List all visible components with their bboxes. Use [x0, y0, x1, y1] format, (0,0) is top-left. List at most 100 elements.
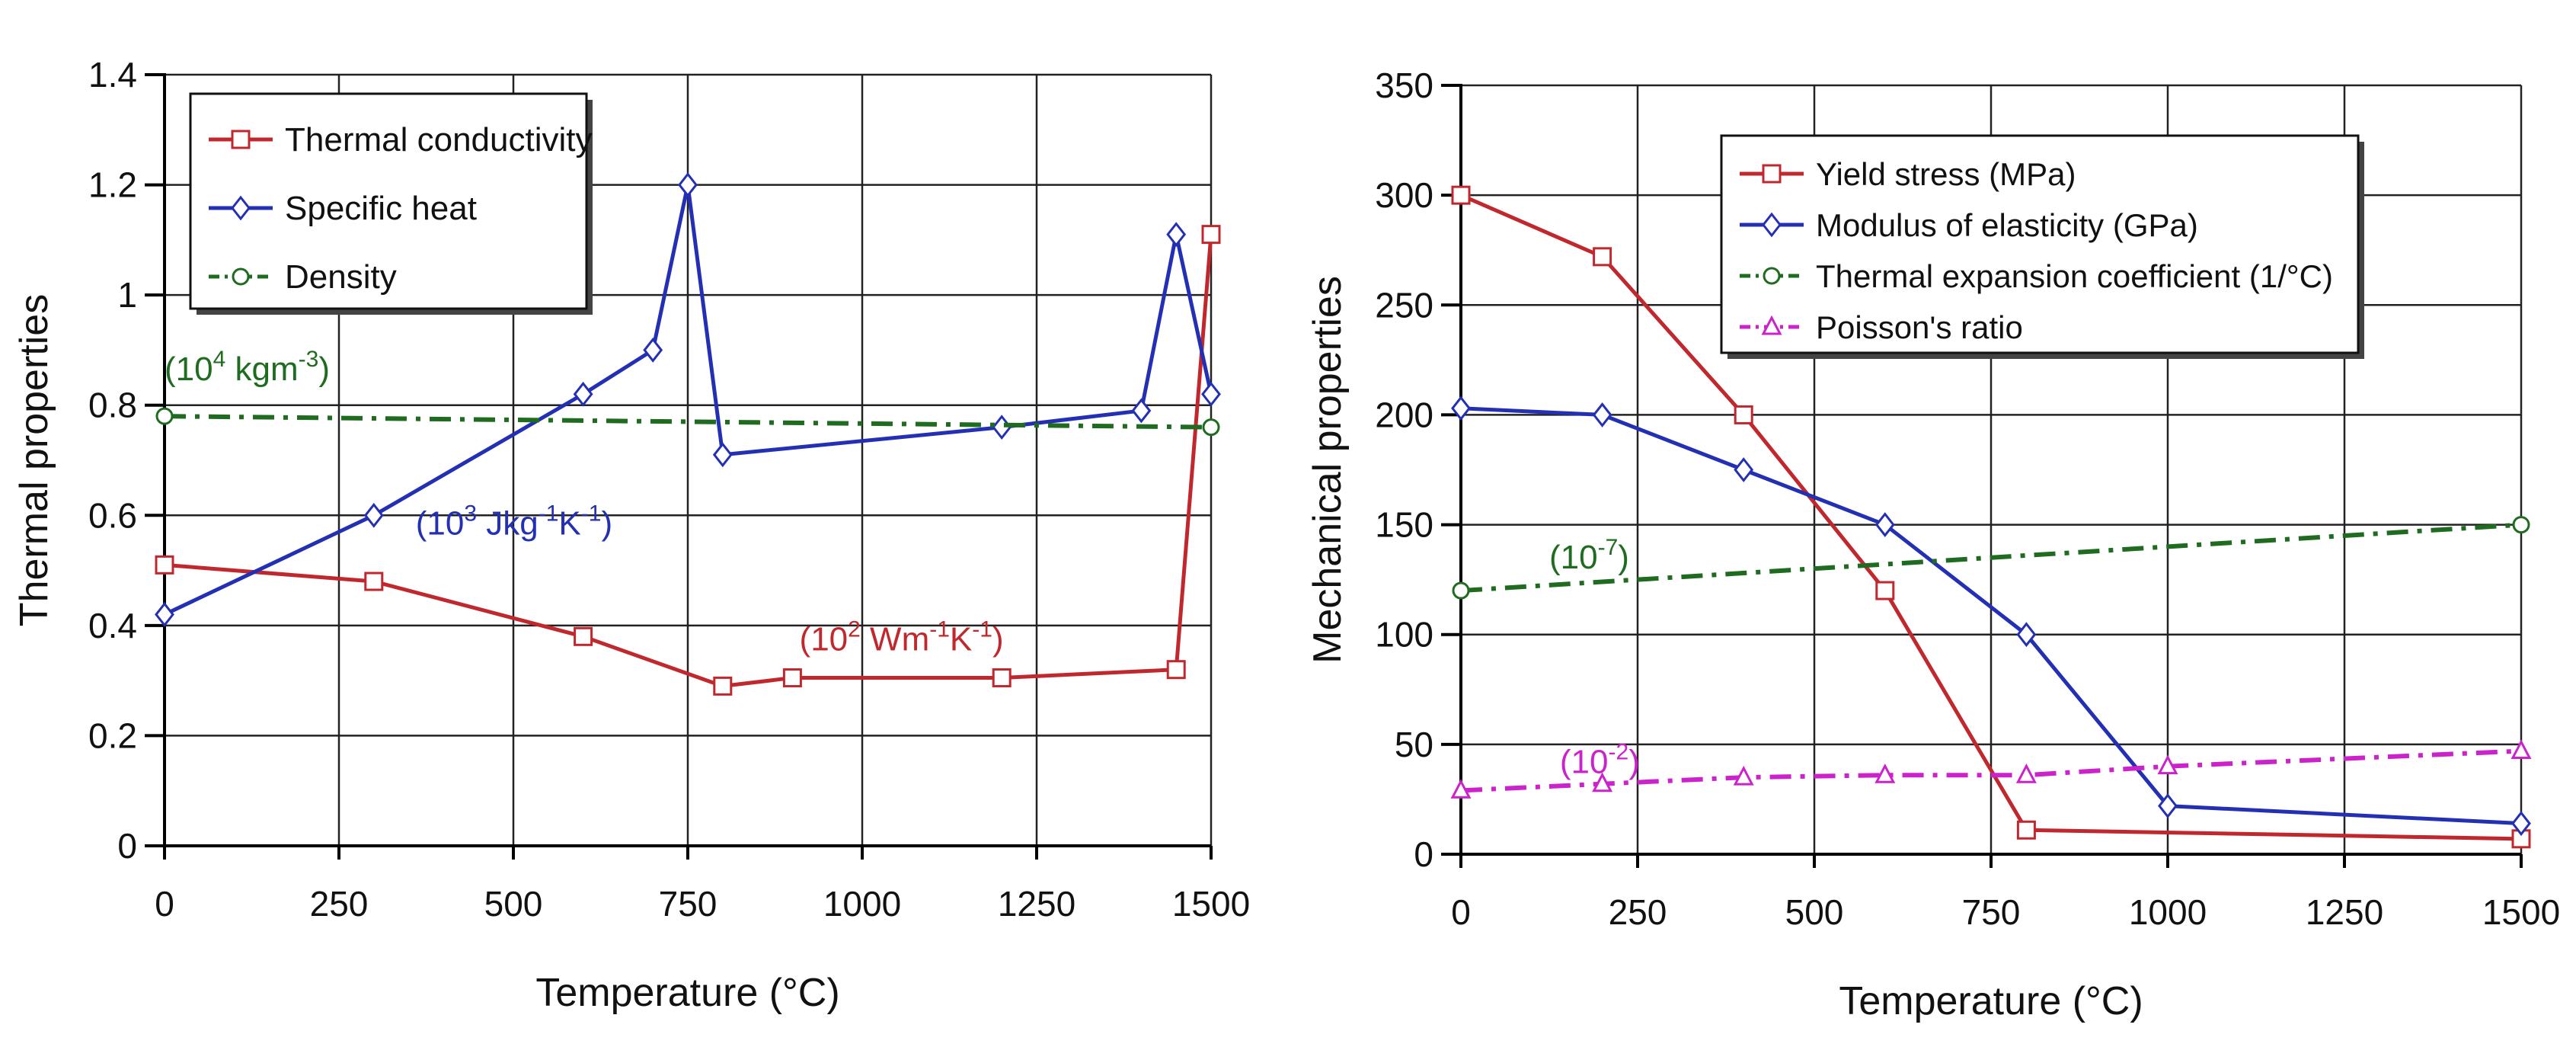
x-tick-label: 1000: [2129, 892, 2207, 932]
series-2: [1451, 395, 2531, 837]
data-point: [155, 407, 174, 425]
legend-box: [189, 92, 588, 310]
annotation-part: (10: [1549, 539, 1598, 576]
data-point: [1593, 247, 1612, 267]
data-point: [1592, 772, 1613, 792]
y-tick-label: 1.4: [88, 55, 137, 94]
x-tick-label: 500: [1785, 892, 1844, 932]
annotation-heat-unit: (103 Jkg-1K-1): [416, 501, 612, 543]
data-point: [574, 626, 593, 646]
data-point: [2016, 622, 2037, 648]
annotation-part: Wm: [861, 620, 929, 658]
series-line: [164, 414, 1212, 430]
y-axis-title: Thermal properties: [12, 294, 56, 626]
data-point: [1131, 398, 1152, 424]
legend-swatch-marker: [1761, 315, 1782, 335]
x-axis-title: Temperature (°C): [535, 971, 839, 1015]
data-point: [363, 502, 384, 528]
data-point: [155, 601, 174, 627]
legend-swatch-marker: [1762, 212, 1782, 238]
y-tick-label: 150: [1375, 505, 1433, 545]
data-point: [992, 668, 1012, 688]
annotation-part: (10: [416, 505, 465, 543]
legend-box: [1720, 134, 2360, 354]
annotation-part: Jkg: [477, 505, 539, 543]
data-point: [643, 338, 663, 363]
y-tick-label: 1: [117, 275, 137, 315]
annotation-part: ): [318, 351, 330, 388]
data-point: [1875, 581, 1895, 600]
data-point: [2511, 811, 2531, 837]
data-point: [573, 381, 593, 407]
annotation-part: -1: [929, 616, 950, 642]
legend: Thermal conductivity Specific heat Density: [189, 92, 593, 315]
data-point: [155, 555, 174, 575]
x-tick-label: 1250: [998, 884, 1075, 924]
annotation-part: 2: [848, 616, 861, 642]
legend-label: Yield stress (MPa): [1816, 156, 2076, 192]
annotation-part: (10: [1560, 743, 1609, 780]
annotation-part: (10: [800, 620, 849, 658]
annotation-part: -2: [1609, 739, 1629, 764]
y-axis-title: Mechanical properties: [1306, 276, 1350, 664]
legend-swatch-marker: [1763, 267, 1781, 285]
annotation-part: -1: [972, 616, 992, 642]
series-line: [164, 234, 1213, 688]
x-tick-label: 750: [1962, 892, 2021, 932]
x-tick-label: 0: [155, 884, 174, 924]
annotation-part: -1: [539, 501, 559, 527]
x-tick-label: 750: [659, 884, 718, 924]
x-tick-label: 250: [310, 884, 369, 924]
data-point: [1874, 763, 1896, 783]
data-point: [1166, 660, 1186, 680]
series-3: [155, 407, 1220, 437]
legend-label: Modulus of elasticity (GPa): [1816, 207, 2198, 243]
annotation-part: 4: [213, 347, 226, 372]
data-point: [2510, 739, 2532, 760]
data-point: [712, 442, 733, 468]
annotation-part: ): [1618, 539, 1629, 576]
y-tick-label: 250: [1375, 285, 1433, 325]
data-point: [1734, 405, 1753, 424]
data-point: [1734, 457, 1754, 482]
annotation-part: ): [992, 620, 1004, 658]
data-point: [1452, 581, 1470, 600]
legend-label: Poisson's ratio: [1816, 309, 2023, 345]
legend-swatch-marker: [231, 130, 251, 149]
series-3: [1452, 516, 2530, 600]
y-tick-label: 50: [1395, 725, 1433, 764]
x-tick-label: 1500: [1172, 884, 1250, 924]
legend-swatch-marker: [231, 195, 251, 221]
x-tick-label: 1500: [2482, 892, 2560, 932]
y-tick-label: 100: [1375, 615, 1433, 655]
data-point: [1451, 395, 1471, 421]
y-tick-label: 0.8: [88, 386, 137, 425]
data-point: [1874, 512, 1895, 537]
annotation-part: K: [950, 620, 972, 658]
legend-swatch-marker: [1762, 164, 1782, 184]
y-tick-label: 200: [1375, 395, 1433, 434]
y-tick-label: 350: [1375, 66, 1433, 105]
annotation-part: -3: [299, 347, 319, 372]
data-point: [2016, 820, 2036, 840]
legend-label: Thermal expansion coefficient (1/°C): [1816, 258, 2333, 294]
annotation-poisson-unit: (10-2): [1560, 739, 1640, 780]
data-point: [1166, 222, 1187, 248]
x-tick-label: 500: [484, 884, 543, 924]
annotation-expansion-unit: (10-7): [1549, 535, 1629, 576]
annotation-part: -1: [581, 501, 602, 527]
x-tick-label: 250: [1609, 892, 1667, 932]
annotation-conductivity-unit: (102 Wm-1K-1): [800, 616, 1004, 658]
data-point: [1202, 418, 1220, 437]
data-point: [678, 172, 698, 197]
data-point: [1592, 402, 1612, 427]
y-tick-label: 300: [1375, 175, 1433, 215]
annotation-part: ): [601, 505, 612, 543]
legend: Yield stress (MPa) Modulus of elasticity …: [1720, 134, 2364, 359]
data-point: [713, 676, 733, 696]
data-point: [1201, 381, 1221, 407]
y-tick-label: 0.6: [88, 495, 137, 535]
x-tick-label: 1250: [2306, 892, 2383, 932]
data-point: [1450, 779, 1472, 799]
